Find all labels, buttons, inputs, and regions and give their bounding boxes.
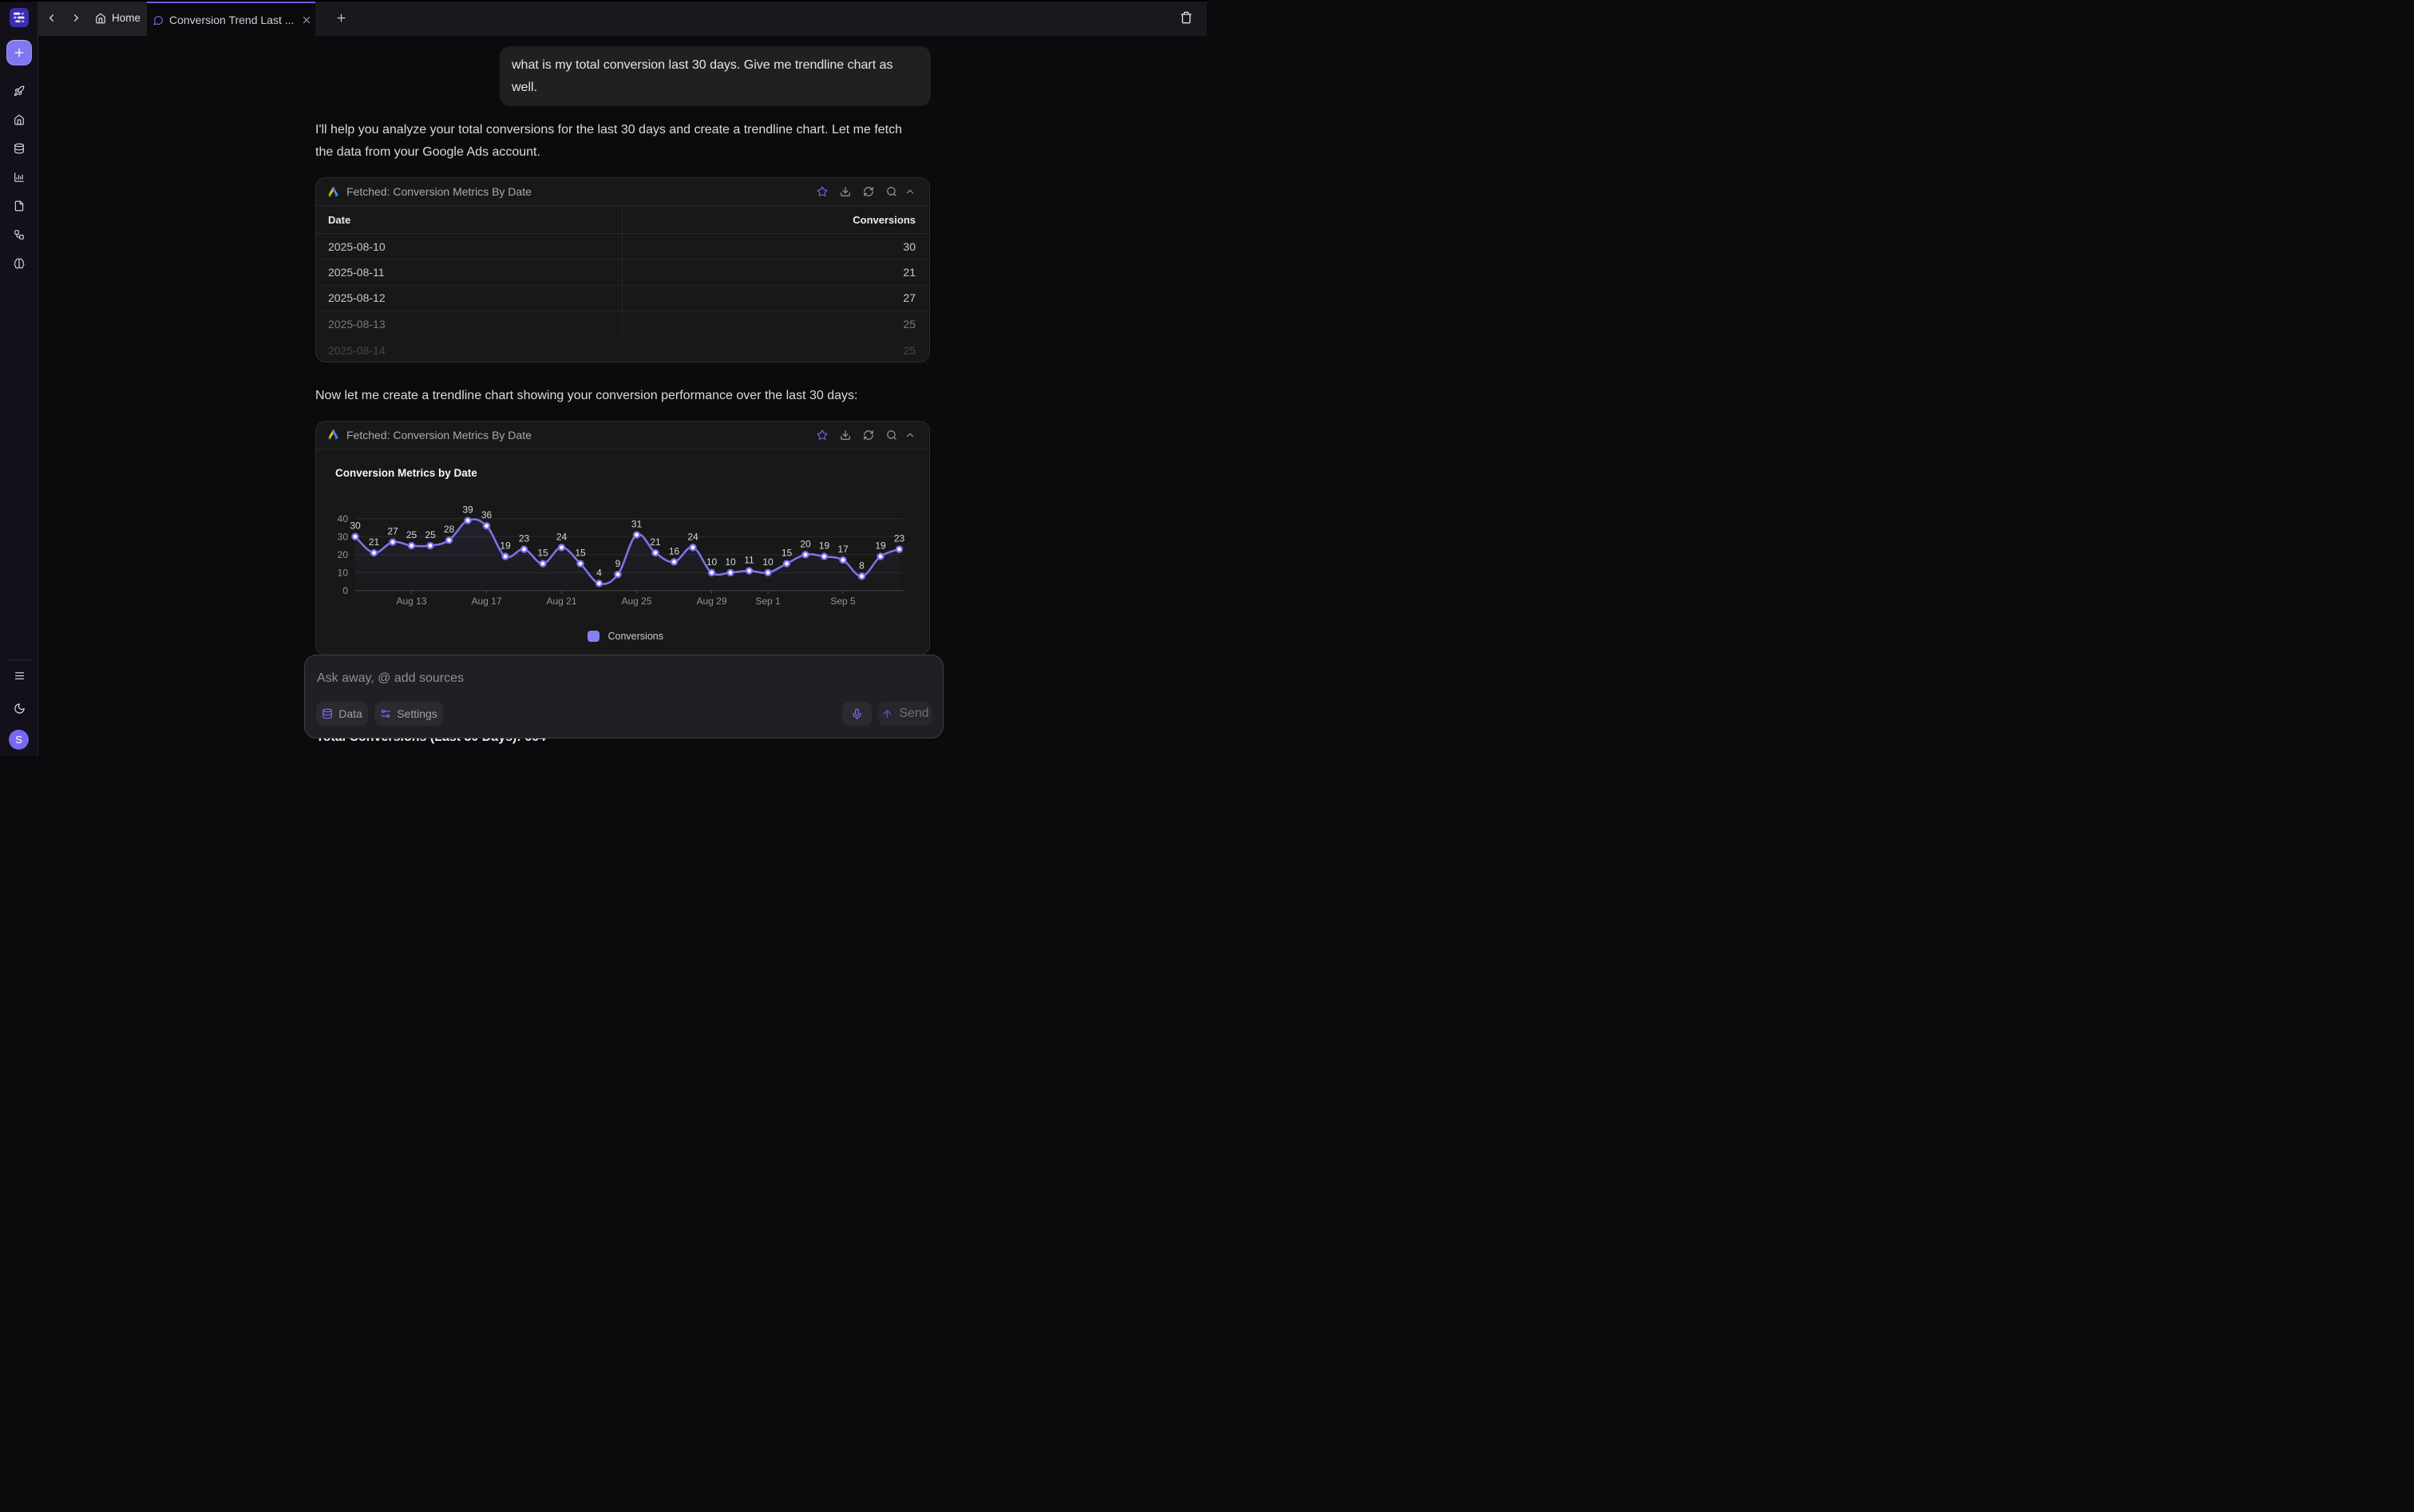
svg-text:9: 9 — [615, 558, 621, 569]
svg-text:Sep 1: Sep 1 — [755, 595, 781, 606]
svg-text:Aug 29: Aug 29 — [696, 595, 726, 606]
svg-text:28: 28 — [444, 524, 455, 535]
svg-text:25: 25 — [406, 529, 418, 540]
svg-text:16: 16 — [669, 545, 680, 556]
svg-text:20: 20 — [338, 549, 349, 560]
svg-text:24: 24 — [556, 531, 568, 542]
svg-text:Aug 17: Aug 17 — [471, 595, 501, 606]
svg-text:10: 10 — [706, 556, 718, 567]
svg-text:21: 21 — [650, 536, 661, 548]
svg-text:10: 10 — [725, 556, 736, 567]
svg-text:Sep 5: Sep 5 — [830, 595, 856, 606]
svg-text:19: 19 — [819, 540, 830, 551]
svg-text:15: 15 — [537, 547, 548, 558]
svg-text:11: 11 — [744, 554, 754, 565]
svg-text:21: 21 — [369, 536, 380, 548]
svg-text:30: 30 — [338, 531, 349, 542]
svg-text:20: 20 — [800, 538, 811, 549]
svg-text:Aug 21: Aug 21 — [546, 595, 576, 606]
svg-text:31: 31 — [631, 518, 643, 529]
svg-text:23: 23 — [519, 532, 530, 544]
svg-text:8: 8 — [859, 560, 865, 571]
svg-text:Aug 25: Aug 25 — [621, 595, 651, 606]
svg-text:4: 4 — [596, 567, 602, 578]
svg-text:25: 25 — [425, 529, 436, 540]
svg-text:24: 24 — [687, 531, 698, 542]
svg-text:15: 15 — [782, 547, 793, 558]
svg-text:39: 39 — [462, 504, 473, 515]
svg-text:10: 10 — [762, 556, 774, 567]
svg-text:23: 23 — [894, 532, 905, 544]
svg-text:17: 17 — [837, 544, 849, 555]
svg-text:19: 19 — [875, 540, 886, 551]
svg-text:0: 0 — [342, 585, 348, 596]
svg-text:19: 19 — [500, 540, 511, 551]
svg-text:10: 10 — [338, 567, 349, 578]
svg-text:36: 36 — [481, 509, 493, 520]
svg-text:27: 27 — [387, 525, 398, 536]
svg-text:Aug 13: Aug 13 — [396, 595, 426, 606]
svg-text:40: 40 — [338, 513, 349, 524]
svg-text:15: 15 — [575, 547, 586, 558]
svg-text:30: 30 — [350, 520, 361, 531]
